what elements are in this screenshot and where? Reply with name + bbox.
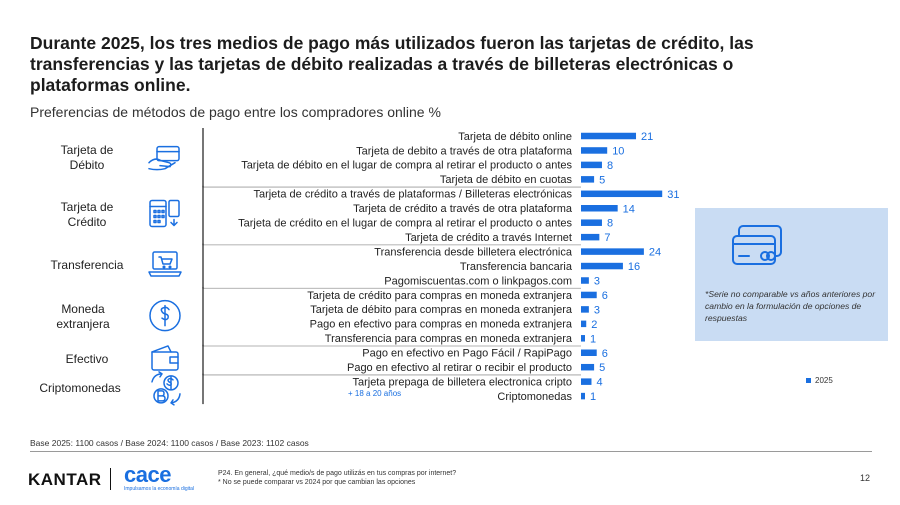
data-label: 5 (599, 174, 605, 186)
bar-label: Tarjeta de débito para compras en moneda… (310, 304, 573, 316)
data-label: 10 (612, 145, 624, 157)
bar (581, 291, 597, 299)
footer-divider (30, 451, 872, 452)
bar (581, 147, 608, 154)
annotation: + 18 a 20 años (348, 389, 401, 398)
logo-separator (110, 468, 111, 490)
bar (581, 176, 595, 183)
data-label: 3 (594, 276, 600, 288)
bar (581, 233, 600, 241)
bar (581, 277, 589, 284)
data-label: 31 (667, 189, 679, 201)
data-label: 1 (590, 391, 596, 403)
legend: 2025 (806, 376, 833, 385)
bar-label: Tarjeta de crédito para compras en moned… (307, 290, 573, 302)
bar-label: Tarjeta de débito en el lugar de compra … (241, 160, 572, 172)
bar-label: Pagomiscuentas.com o linkpagos.com (384, 275, 572, 287)
category-label: Efectivo (65, 351, 109, 366)
data-label: 1 (590, 333, 596, 345)
bar (581, 219, 602, 226)
category-label: Tarjeta de Crédito (60, 200, 114, 230)
bar-label: Tarjeta de crédito a través de plataform… (253, 189, 572, 201)
bar (581, 248, 644, 255)
laptop-cart-icon (148, 251, 182, 277)
bar (581, 161, 602, 169)
footnote-comparison: * No se puede comparar vs 2024 por que c… (218, 479, 416, 486)
note-text: *Serie no comparable vs años anteriores … (705, 289, 876, 323)
bar-label: Tarjeta prepaga de billetera electronica… (352, 376, 572, 388)
bar (581, 392, 585, 400)
data-label: 6 (602, 290, 608, 302)
bar-label: Tarjeta de crédito en el lugar de compra… (238, 218, 572, 230)
data-label: 8 (607, 160, 613, 172)
bar-label: Pago en efectivo al retirar o recibir el… (347, 362, 572, 374)
data-label: 7 (604, 232, 610, 244)
kantar-logo: KANTAR (28, 470, 102, 489)
bar-label: Pago en efectivo para compras en moneda … (310, 319, 573, 331)
category-label: Transferencia (50, 258, 124, 273)
bar (581, 335, 585, 342)
dollar-coin-icon (149, 299, 181, 332)
category-label: Criptomonedas (39, 380, 121, 395)
bar-label: Tarjeta de débito online (458, 131, 572, 143)
data-label: 8 (607, 218, 613, 230)
bar (581, 132, 637, 140)
data-label: 4 (596, 377, 602, 389)
cace-logo: cace (124, 462, 171, 487)
bar-label: Pago en efectivo en Pago Fácil / RapiPag… (362, 348, 572, 360)
page-title: Durante 2025, los tres medios de pago má… (30, 33, 754, 95)
bar-label: Tarjeta de débito en cuotas (440, 174, 573, 186)
bar-label: Criptomonedas (497, 391, 572, 403)
bar-label: Tarjeta de crédito a través de otra plat… (353, 203, 573, 215)
data-label: 24 (649, 247, 661, 259)
data-label: 5 (599, 362, 605, 374)
bar (581, 320, 587, 328)
bar (581, 349, 597, 356)
calculator-card-icon (149, 199, 180, 228)
bar (581, 378, 592, 385)
bar-label: Tarjeta de debito a través de otra plata… (356, 145, 573, 157)
credit-card-hand-icon (148, 145, 180, 171)
footnote-question: P24. En general, ¿qué medio/s de pago ut… (218, 470, 457, 477)
bar (581, 363, 595, 371)
legend-label: 2025 (815, 376, 833, 385)
bar-label: Tarjeta de crédito a través Internet (405, 232, 572, 244)
bar (581, 262, 623, 270)
wallet-icon (151, 345, 179, 371)
data-label: 2 (591, 319, 597, 331)
bar (581, 205, 618, 212)
category-label: Tarjeta de Débito (60, 142, 114, 172)
crypto-exchange-icon (151, 371, 181, 406)
bar-label: Transferencia bancaria (460, 261, 573, 273)
legend-swatch (806, 378, 811, 384)
data-label: 6 (602, 348, 608, 360)
bar (581, 190, 663, 198)
data-label: 14 (623, 203, 635, 215)
chart-subtitle: Preferencias de métodos de pago entre lo… (30, 104, 441, 120)
bar (581, 306, 589, 313)
base-note: Base 2025: 1100 casos / Base 2024: 1100 … (30, 438, 309, 448)
page-number: 12 (860, 473, 871, 483)
category-label: Moneda extranjera (56, 301, 110, 331)
cace-tagline: Impulsamos la economía digital (124, 486, 195, 492)
credit-card-icon (732, 225, 782, 265)
data-label: 16 (628, 261, 640, 273)
note-box (695, 208, 888, 341)
data-label: 21 (641, 131, 653, 143)
bar-label: Transferencia para compras en moneda ext… (325, 333, 573, 345)
bar-label: Transferencia desde billetera electrónic… (374, 246, 573, 258)
data-label: 3 (594, 304, 600, 316)
